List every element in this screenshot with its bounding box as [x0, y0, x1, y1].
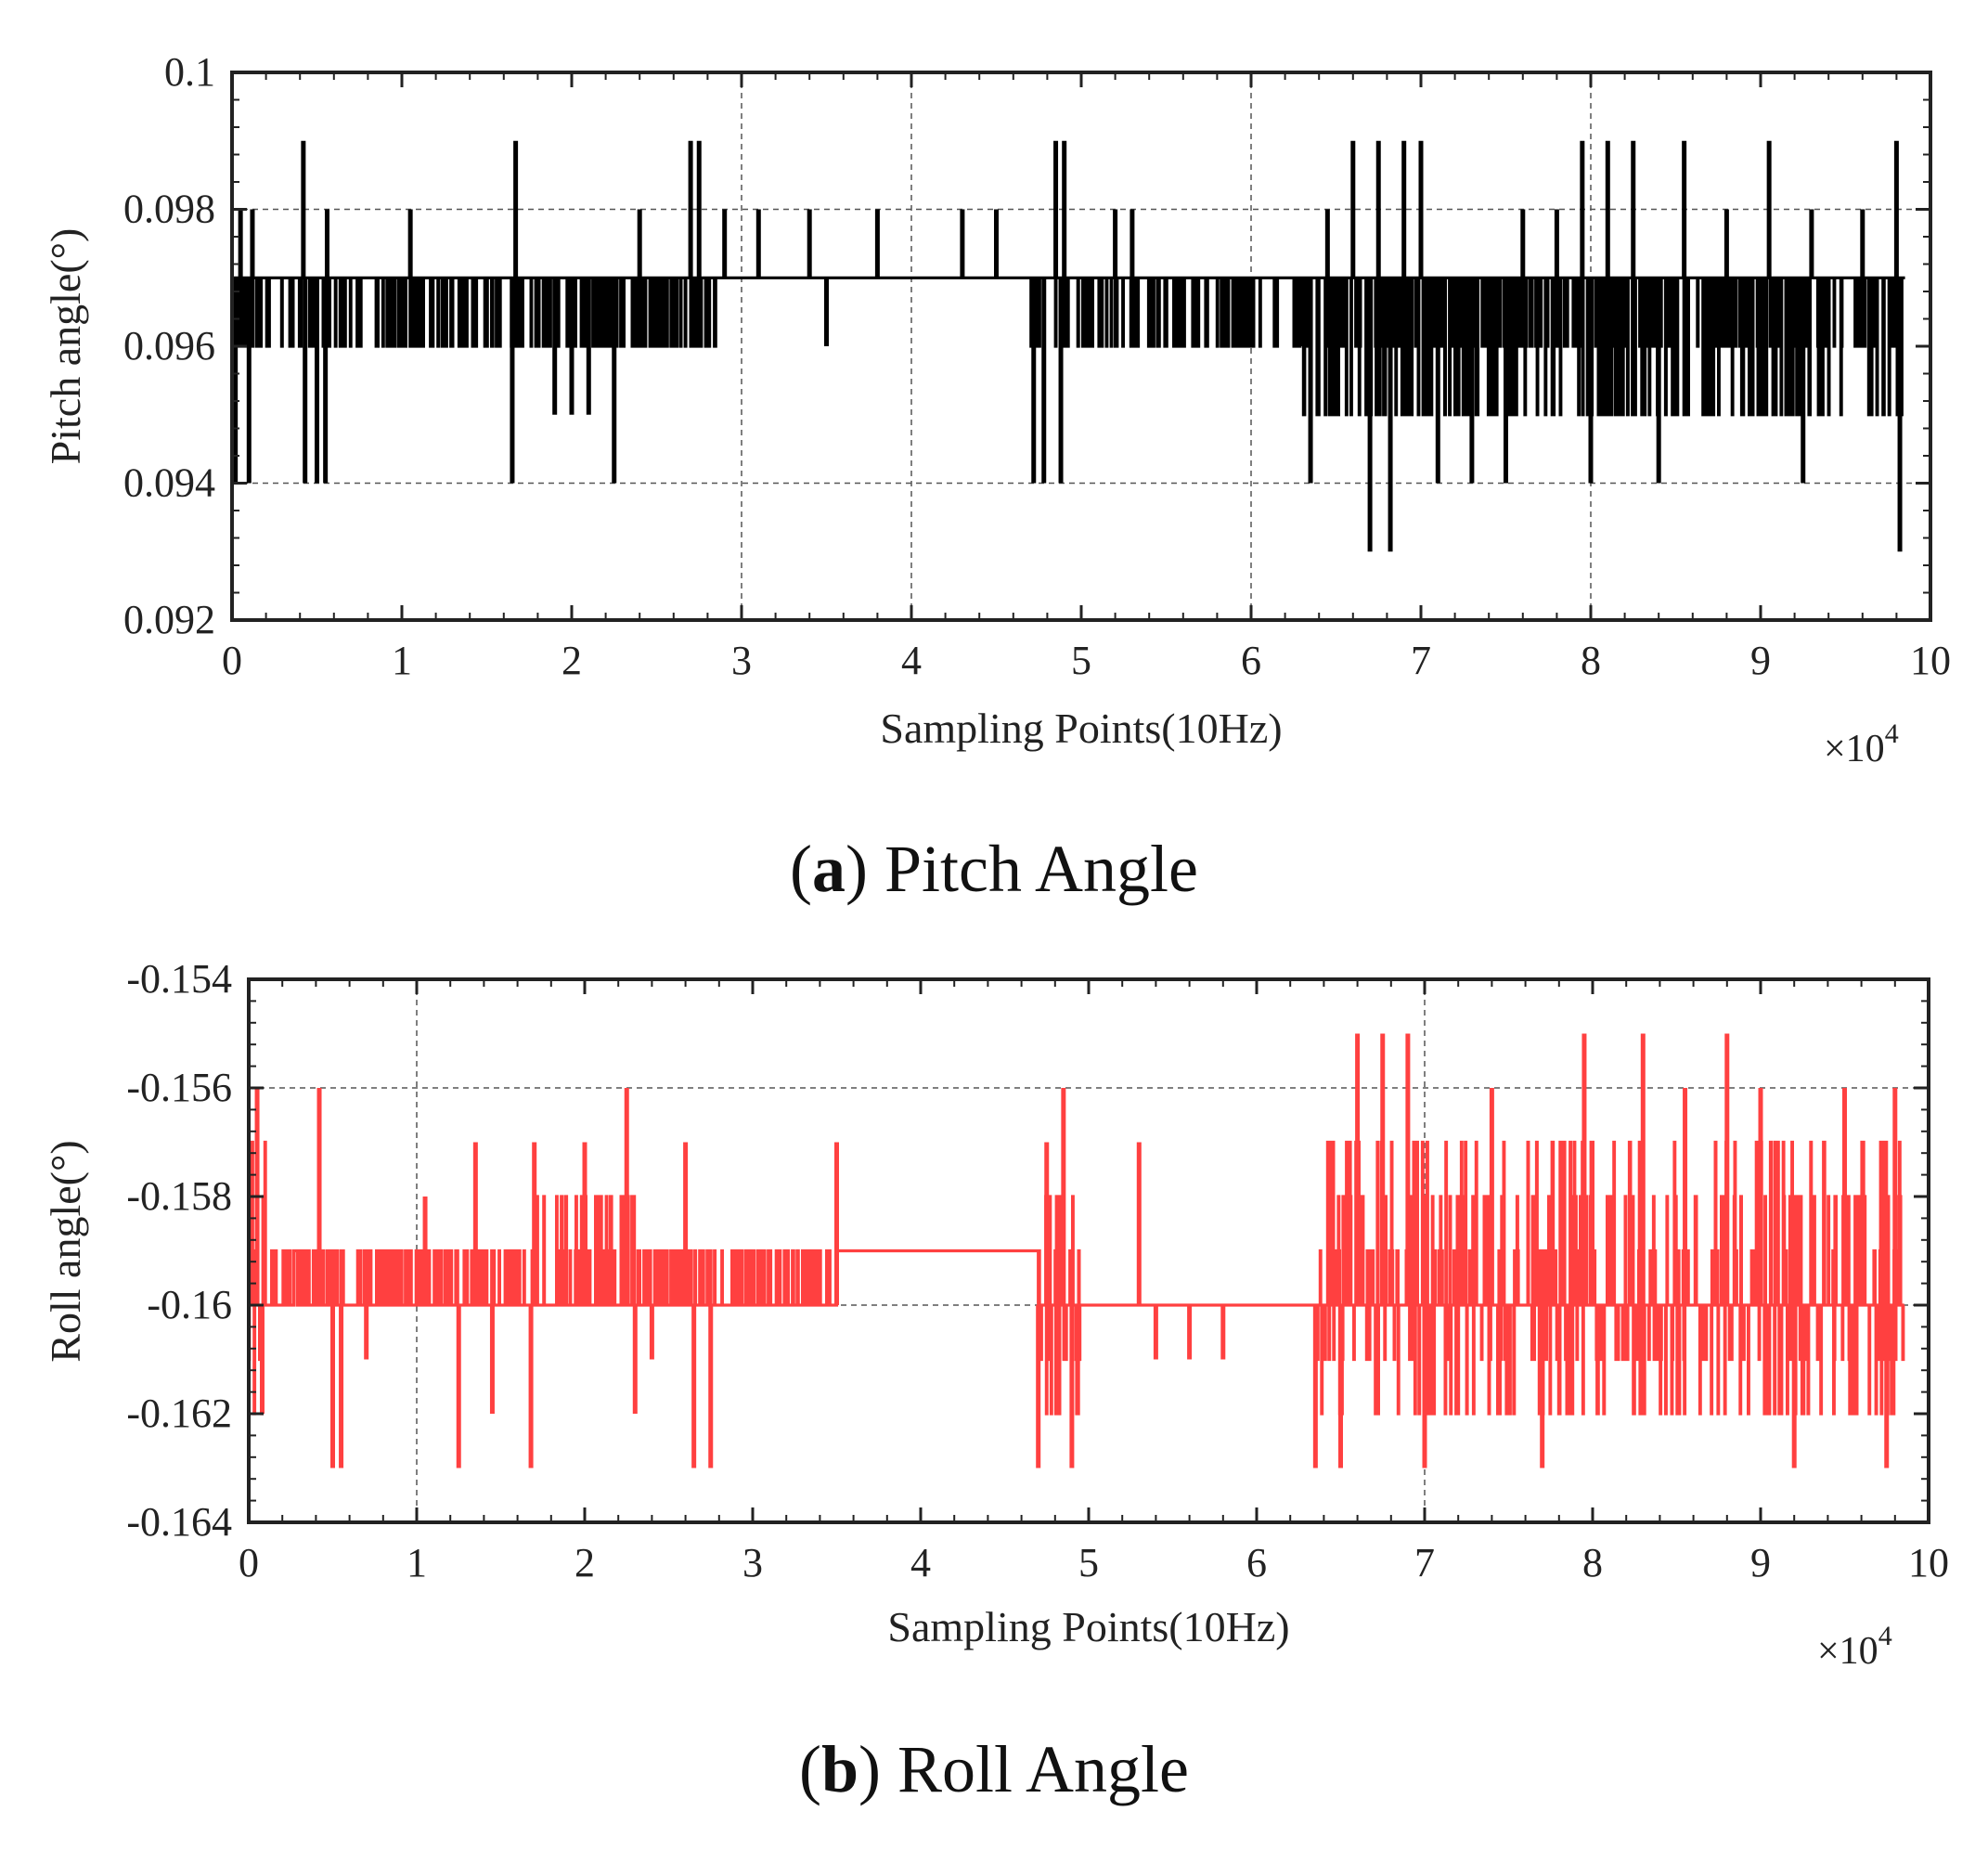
roll-series-line — [247, 1140, 1905, 1416]
pitch-caption: (a) Pitch Angle — [790, 832, 1198, 906]
roll-ytick-label: -0.156 — [126, 1065, 232, 1110]
pitch-x-multiplier: ×104 — [1824, 718, 1899, 770]
roll-caption: (b) Roll Angle — [799, 1732, 1189, 1806]
pitch-xtick-label: 0 — [222, 638, 242, 683]
pitch-xtick-label: 1 — [392, 638, 412, 683]
pitch-xtick-label: 6 — [1241, 638, 1261, 683]
roll-x-multiplier: ×104 — [1817, 1621, 1892, 1673]
pitch-series-line — [232, 276, 1905, 417]
pitch-y-axis-label: Pitch angle(°) — [42, 228, 89, 465]
roll-xtick-label: 0 — [239, 1540, 259, 1585]
roll-series — [247, 1033, 1905, 1468]
pitch-ytick-label: 0.096 — [123, 323, 215, 369]
roll-xtick-label: 1 — [407, 1540, 427, 1585]
pitch-xtick-label: 4 — [901, 638, 922, 683]
panel-pitch: 0 1 2 3 4 5 6 7 8 9 10 0.092 0.094 0.096 0.098 0.1 Samp… — [42, 49, 1951, 906]
roll-ticks: 0 1 2 3 4 5 6 7 8 9 10 -0.164 -0.162 -0.16 -0.158 -0.15… — [126, 956, 1949, 1585]
roll-x-axis-label: Sampling Points(10Hz) — [887, 1603, 1289, 1650]
pitch-xtick-label: 3 — [731, 638, 752, 683]
pitch-xtick-label: 2 — [562, 638, 582, 683]
roll-xtick-label: 8 — [1582, 1540, 1603, 1585]
pitch-series — [232, 140, 1905, 552]
roll-ytick-label: -0.154 — [126, 956, 232, 1002]
pitch-x-axis-label: Sampling Points(10Hz) — [880, 705, 1282, 752]
roll-ytick-label: -0.162 — [126, 1391, 232, 1436]
pitch-grid — [232, 72, 1930, 620]
roll-xtick-label: 6 — [1246, 1540, 1267, 1585]
roll-xtick-label: 4 — [910, 1540, 931, 1585]
roll-xtick-label: 9 — [1750, 1540, 1771, 1585]
roll-ytick-label: -0.158 — [126, 1173, 232, 1219]
pitch-xtick-label: 10 — [1910, 638, 1951, 683]
roll-ytick-label: -0.16 — [147, 1282, 232, 1327]
pitch-ytick-label: 0.098 — [123, 187, 215, 232]
roll-ytick-label: -0.164 — [126, 1499, 232, 1545]
pitch-ticks: 0 1 2 3 4 5 6 7 8 9 10 0.092 0.094 0.096 0.098 0.1 — [123, 49, 1951, 683]
pitch-xtick-label: 7 — [1411, 638, 1431, 683]
roll-xtick-label: 5 — [1078, 1540, 1099, 1585]
pitch-xtick-label: 9 — [1750, 638, 1771, 683]
pitch-xtick-label: 8 — [1581, 638, 1601, 683]
roll-xtick-label: 10 — [1908, 1540, 1949, 1585]
roll-xtick-label: 3 — [742, 1540, 763, 1585]
pitch-xtick-label: 5 — [1071, 638, 1091, 683]
pitch-ytick-label: 0.1 — [164, 49, 215, 95]
roll-y-axis-label: Roll angle(°) — [42, 1140, 89, 1362]
panel-roll: 0 1 2 3 4 5 6 7 8 9 10 -0.164 -0.162 -0.16 -0.158 -0.15… — [42, 956, 1949, 1806]
roll-xtick-label: 7 — [1414, 1540, 1435, 1585]
roll-xtick-label: 2 — [574, 1540, 595, 1585]
pitch-ytick-label: 0.094 — [123, 460, 215, 506]
pitch-ytick-label: 0.092 — [123, 597, 215, 642]
